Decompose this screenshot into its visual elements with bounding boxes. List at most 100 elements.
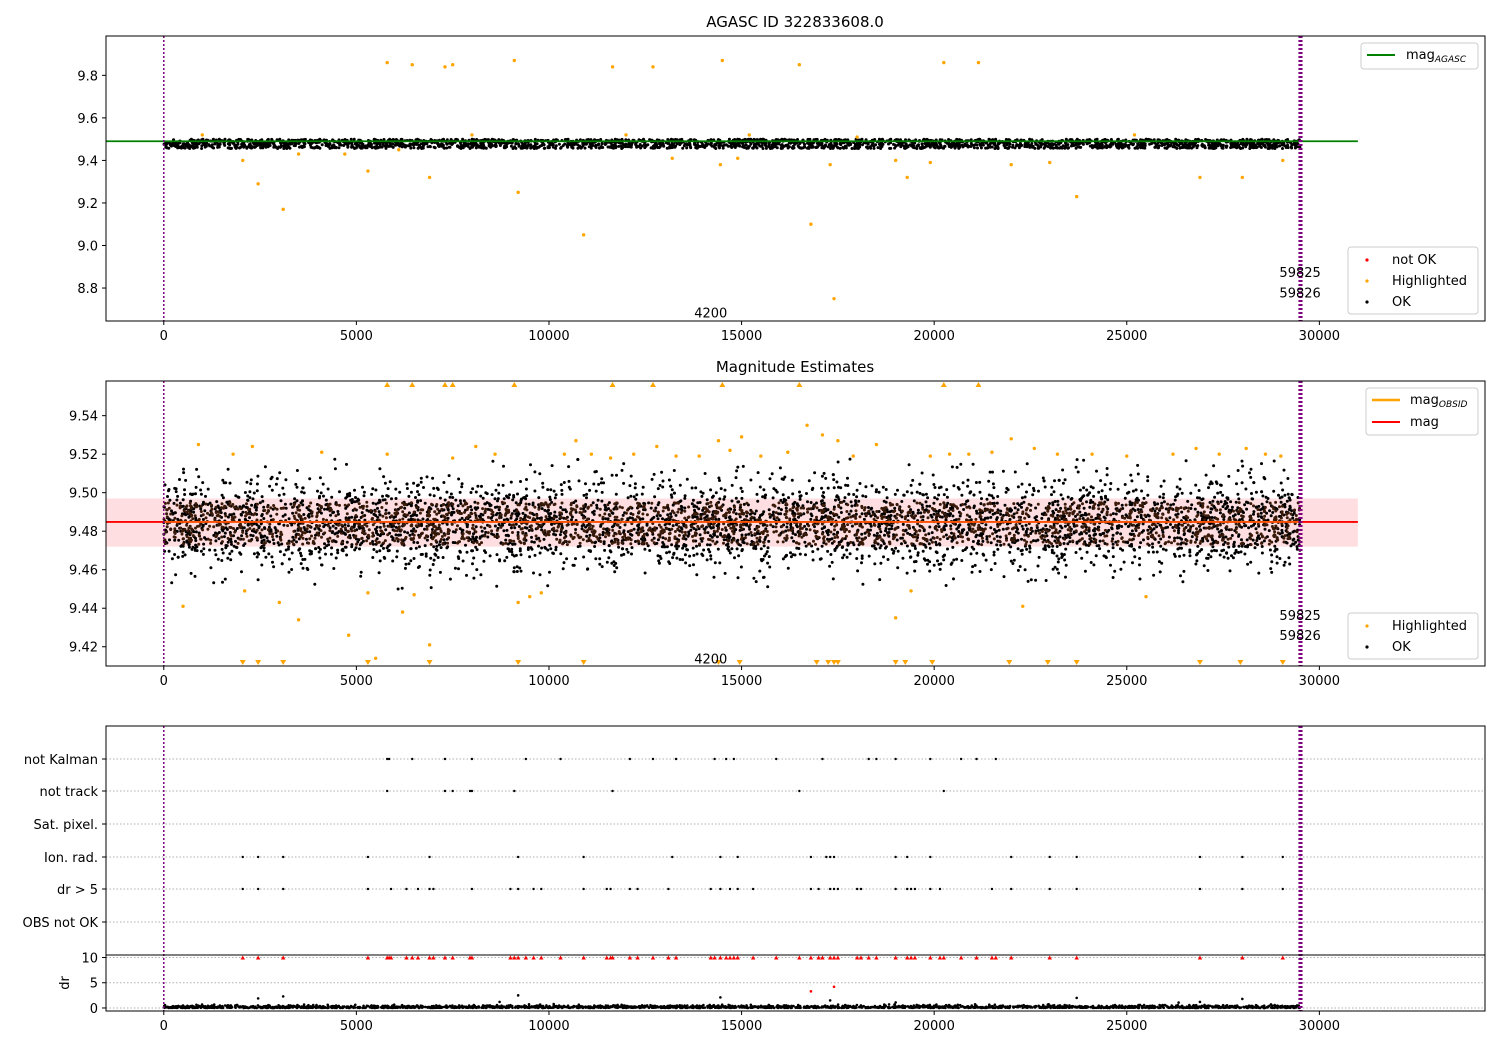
ok-point [809, 517, 813, 521]
ok-point [396, 587, 400, 591]
ok-point [1194, 483, 1198, 487]
ok-point [1144, 137, 1148, 141]
ok-point [767, 539, 771, 543]
ok-point [1116, 487, 1120, 491]
ok-point [402, 144, 406, 148]
ok-point [1138, 557, 1142, 560]
ok-point [700, 539, 704, 543]
ok-point [1186, 146, 1190, 150]
ok-point [375, 525, 379, 529]
ok-point [1146, 528, 1150, 532]
ok-point [864, 141, 868, 145]
ok-point [394, 143, 397, 147]
ok-point [630, 546, 634, 550]
ok-point [789, 555, 793, 559]
ok-point [496, 499, 499, 503]
ok-point [208, 548, 212, 552]
ok-point [738, 515, 742, 519]
ok-point [1184, 542, 1188, 546]
ok-point [181, 554, 185, 558]
ok-point [867, 506, 870, 509]
ok-point [343, 545, 347, 549]
ok-point [781, 557, 785, 561]
ok-point [767, 508, 771, 512]
ok-point [1076, 470, 1080, 474]
ok-point [248, 146, 252, 150]
ok-point [622, 552, 626, 556]
ok-point [235, 527, 239, 530]
ok-point [693, 143, 697, 147]
ok-point [972, 506, 976, 510]
ok-point [194, 516, 198, 520]
ok-point [383, 481, 387, 485]
ok-point [1039, 144, 1043, 147]
ok-point [1001, 469, 1005, 473]
ok-point [892, 533, 896, 537]
ok-point [718, 497, 722, 501]
ok-point [935, 143, 939, 147]
ok-point [1289, 141, 1293, 145]
ok-point [1260, 545, 1264, 548]
ok-point [777, 518, 781, 522]
ok-point [1191, 531, 1195, 535]
ok-point [1146, 493, 1150, 497]
ok-point [1123, 483, 1127, 486]
ok-point [791, 146, 795, 150]
ok-point [423, 527, 426, 531]
ok-point [1004, 138, 1008, 141]
ok-point [1091, 486, 1095, 490]
ok-point [1294, 145, 1298, 149]
ok-point [357, 538, 361, 542]
ok-point [1259, 146, 1263, 149]
ok-point [582, 142, 586, 146]
ok-point [649, 506, 653, 510]
ok-point [584, 482, 587, 486]
ok-point [685, 518, 689, 522]
ok-point [330, 146, 334, 150]
ok-point [1117, 143, 1121, 146]
ok-point [937, 146, 941, 150]
ok-point [896, 143, 900, 147]
ok-point [889, 137, 893, 141]
ok-point [1196, 510, 1200, 514]
ok-point [656, 487, 660, 491]
ok-point [284, 506, 288, 510]
ok-point [549, 143, 553, 147]
ok-point [741, 144, 745, 148]
ok-point [811, 141, 815, 145]
highlighted-point [256, 182, 260, 186]
highlighted-point [516, 190, 520, 195]
ok-point [648, 138, 652, 142]
ok-point [226, 540, 230, 544]
ok-point [850, 504, 854, 508]
ok-point [459, 147, 463, 150]
ok-point [1190, 503, 1194, 507]
ok-point [1169, 143, 1173, 147]
ok-point [661, 517, 664, 521]
ok-point [722, 497, 726, 501]
ok-point [296, 528, 300, 532]
ok-point [425, 538, 429, 542]
ok-point [259, 522, 263, 526]
ok-point [702, 527, 706, 531]
ok-point [1009, 545, 1013, 549]
ok-point [978, 143, 982, 147]
ok-point [560, 492, 564, 496]
ok-point [1188, 550, 1192, 554]
ok-point [649, 146, 653, 150]
ok-point [1190, 146, 1194, 150]
ok-point [613, 570, 617, 574]
ok-point [880, 138, 884, 142]
ok-point [269, 514, 273, 518]
ok-point [855, 495, 859, 499]
ok-point [1273, 544, 1277, 548]
ok-point [329, 552, 333, 556]
ok-point [384, 508, 388, 512]
ok-point [1130, 479, 1134, 483]
ok-point [931, 473, 935, 477]
ok-point [957, 142, 961, 146]
ok-point [489, 516, 493, 520]
ok-point [291, 535, 295, 539]
ok-point [1017, 146, 1021, 150]
ok-point [1270, 553, 1274, 557]
